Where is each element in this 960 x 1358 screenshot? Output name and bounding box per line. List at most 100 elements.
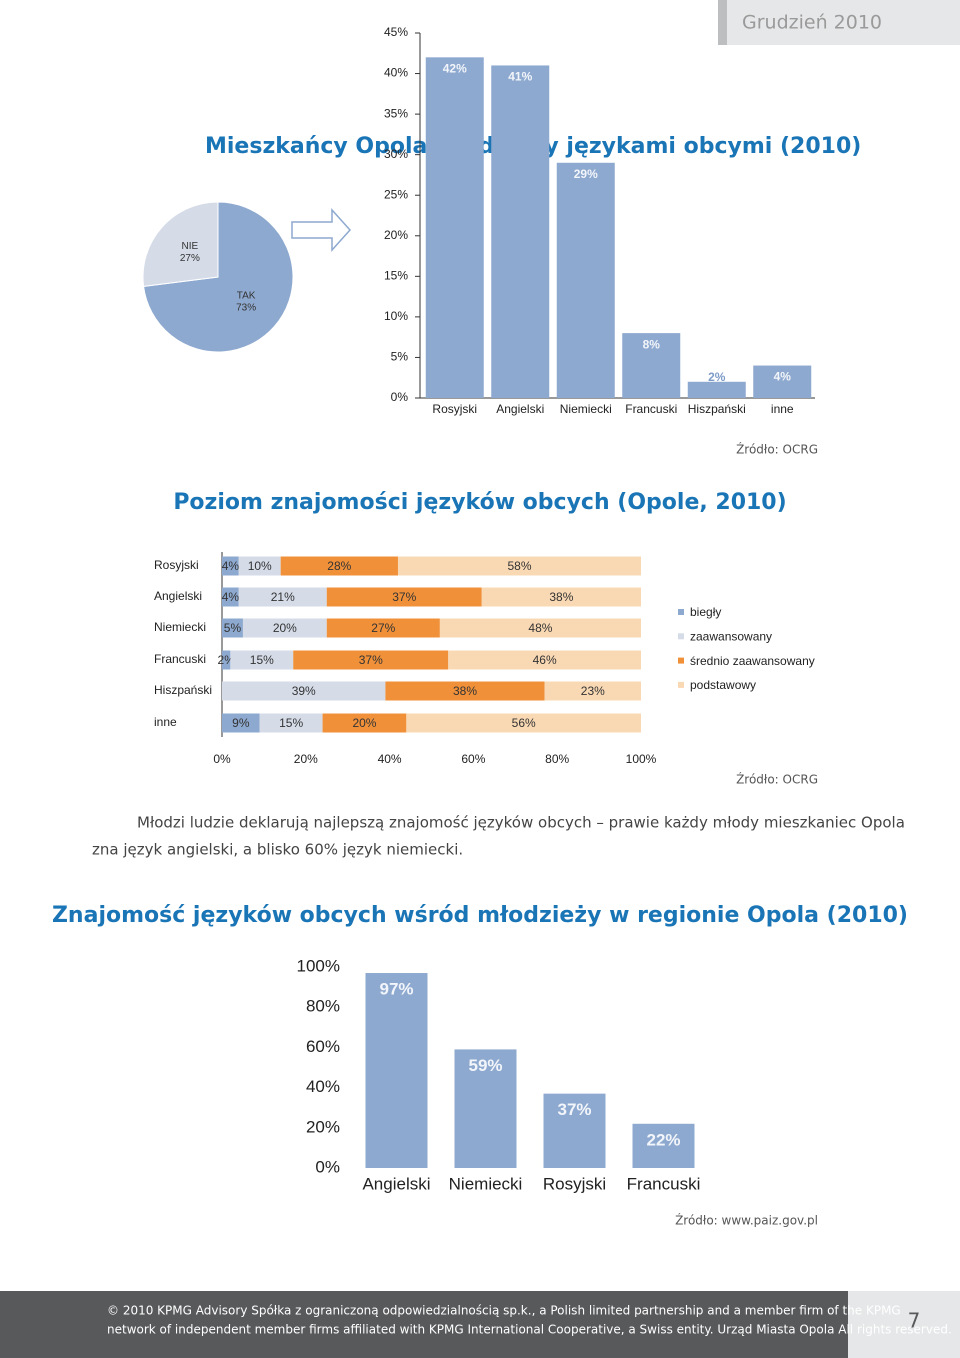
bar-segment bbox=[222, 556, 239, 576]
y-tick-label: 10% bbox=[384, 309, 408, 323]
y-tick-label: 0% bbox=[315, 1157, 340, 1176]
bar-segment bbox=[544, 681, 641, 701]
header-box bbox=[718, 0, 960, 45]
x-tick-label: 0% bbox=[213, 752, 231, 766]
legend-swatch bbox=[678, 633, 684, 640]
y-tick-label: Hiszpański bbox=[154, 683, 212, 697]
bar-segment bbox=[222, 681, 386, 701]
footer-line: © 2010 KPMG Advisory Spółka z ograniczon… bbox=[107, 1304, 901, 1318]
y-tick-label: 40% bbox=[306, 1077, 340, 1096]
value-label: 9% bbox=[232, 716, 250, 730]
x-tick-label: Rosyjski bbox=[432, 402, 477, 416]
value-label: 27% bbox=[371, 621, 395, 635]
bar-segment bbox=[238, 587, 327, 607]
bar bbox=[632, 1123, 695, 1168]
x-tick-label: 20% bbox=[294, 752, 318, 766]
bar bbox=[687, 381, 746, 398]
value-label: 21% bbox=[271, 590, 295, 604]
value-label: 10% bbox=[248, 559, 272, 573]
source: Źródło: OCRG bbox=[736, 442, 818, 457]
x-tick-label: Niemiecki bbox=[560, 402, 612, 416]
y-tick-label: 20% bbox=[306, 1117, 340, 1136]
value-label: 37% bbox=[557, 1100, 591, 1119]
y-tick-label: 100% bbox=[297, 956, 340, 975]
bar-segment bbox=[230, 650, 294, 670]
value-label: 2% bbox=[708, 370, 726, 384]
bar bbox=[365, 973, 428, 1168]
y-tick-label: Angielski bbox=[154, 589, 202, 603]
x-tick-label: Niemiecki bbox=[449, 1174, 523, 1193]
x-tick-label: 40% bbox=[378, 752, 402, 766]
x-tick-label: 100% bbox=[626, 752, 657, 766]
bar-segment bbox=[280, 556, 398, 576]
value-label: 20% bbox=[273, 621, 297, 635]
y-tick-label: 80% bbox=[306, 997, 340, 1016]
value-label: 15% bbox=[279, 716, 303, 730]
value-label: 38% bbox=[549, 590, 573, 604]
chart-title: Znajomość języków obcych wśród młodzieży… bbox=[52, 903, 908, 928]
value-label: 58% bbox=[507, 559, 531, 573]
bar bbox=[622, 333, 681, 398]
bar bbox=[491, 65, 550, 398]
bar-segment bbox=[385, 681, 545, 701]
bar bbox=[425, 57, 484, 398]
value-label: 20% bbox=[352, 716, 376, 730]
x-tick-label: Angielski bbox=[496, 402, 544, 416]
value-label: 28% bbox=[327, 559, 351, 573]
value-label: 5% bbox=[224, 621, 242, 635]
bar-segment bbox=[322, 713, 407, 733]
source: Źródło: www.paiz.gov.pl bbox=[675, 1213, 818, 1228]
x-tick-label: Rosyjski bbox=[543, 1174, 606, 1193]
header-date: Grudzień 2010 bbox=[742, 12, 882, 34]
x-tick-label: 80% bbox=[545, 752, 569, 766]
chart-title: Poziom znajomości języków obcych (Opole,… bbox=[173, 490, 786, 515]
y-tick-label: 60% bbox=[306, 1037, 340, 1056]
pie-value-label: 73% bbox=[236, 302, 256, 313]
value-label: 41% bbox=[508, 70, 532, 84]
legend-label: biegły bbox=[690, 605, 721, 619]
value-label: 48% bbox=[528, 621, 552, 635]
bar-segment bbox=[222, 587, 239, 607]
pie-label: TAK bbox=[237, 290, 256, 301]
x-tick-label: inne bbox=[771, 402, 794, 416]
pie-label: NIE bbox=[182, 241, 199, 252]
legend-label: podstawowy bbox=[690, 678, 756, 692]
y-tick-label: Rosyjski bbox=[154, 558, 199, 572]
y-tick-label: inne bbox=[154, 715, 177, 729]
value-label: 59% bbox=[468, 1056, 502, 1075]
y-tick-label: 25% bbox=[384, 187, 408, 201]
y-tick-label: 45% bbox=[384, 25, 408, 39]
bar-segment bbox=[406, 713, 641, 733]
y-tick-label: 30% bbox=[384, 147, 408, 161]
value-label: 39% bbox=[292, 684, 316, 698]
value-label: 23% bbox=[581, 684, 605, 698]
arrow bbox=[291, 208, 352, 252]
bar-segment bbox=[448, 650, 641, 670]
legend-swatch bbox=[678, 681, 684, 688]
y-tick-label: Francuski bbox=[154, 652, 206, 666]
y-tick-label: 20% bbox=[384, 228, 408, 242]
paragraph-line: Młodzi ludzie deklarują najlepszą znajom… bbox=[137, 814, 905, 832]
bar-segment bbox=[439, 618, 641, 638]
value-label: 8% bbox=[643, 337, 661, 351]
y-tick-label: 0% bbox=[391, 390, 409, 404]
value-label: 15% bbox=[250, 653, 274, 667]
y-tick-label: 15% bbox=[384, 269, 408, 283]
y-tick-label: 40% bbox=[384, 66, 408, 80]
bar bbox=[454, 1049, 517, 1168]
footer-bar bbox=[0, 1291, 848, 1358]
paragraph-line: zna język angielski, a blisko 60% język … bbox=[92, 841, 463, 859]
y-tick-label: 35% bbox=[384, 106, 408, 120]
bar bbox=[556, 162, 615, 398]
value-label: 38% bbox=[453, 684, 477, 698]
y-tick-label: 5% bbox=[391, 350, 409, 364]
source: Źródło: OCRG bbox=[736, 772, 818, 787]
x-tick-label: Angielski bbox=[362, 1174, 430, 1193]
legend-swatch bbox=[678, 657, 684, 664]
page-number: 7 bbox=[908, 1309, 921, 1333]
legend-swatch bbox=[678, 609, 684, 615]
value-label: 22% bbox=[646, 1130, 680, 1149]
bar-segment bbox=[326, 587, 482, 607]
value-label: 29% bbox=[574, 167, 598, 181]
bar-segment bbox=[397, 556, 641, 576]
